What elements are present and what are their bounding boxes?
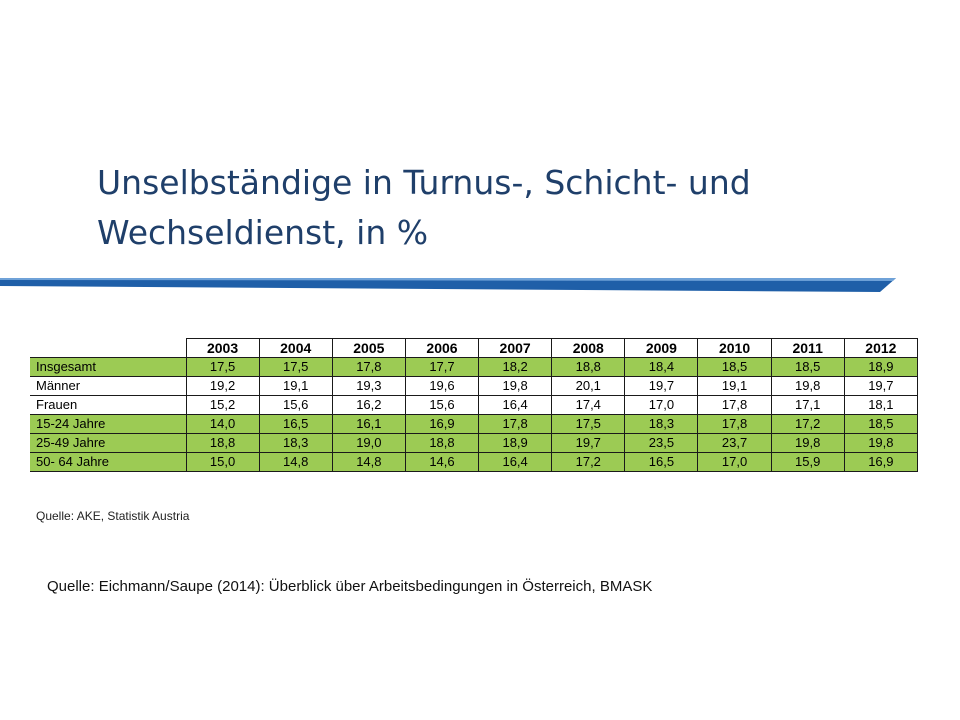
table-cell: 16,5	[624, 452, 699, 472]
table-cell: 19,7	[843, 376, 919, 396]
table-cell: 15,6	[404, 395, 480, 415]
table-cell: 18,8	[185, 433, 260, 453]
row-label: 50- 64 Jahre	[30, 452, 187, 472]
table-cell: 19,8	[478, 376, 553, 396]
table-source-note: Quelle: AKE, Statistik Austria	[36, 509, 190, 523]
table-cell: 17,4	[551, 395, 626, 415]
table-cell: 15,6	[258, 395, 333, 415]
table-cell: 18,4	[624, 357, 699, 377]
table-header-row: 2003 2004 2005 2006 2007 2008 2009 2010 …	[30, 338, 919, 358]
column-header: 2008	[551, 338, 626, 358]
row-label: 15-24 Jahre	[30, 414, 187, 434]
table-cell: 18,8	[551, 357, 626, 377]
table-cell: 18,3	[624, 414, 699, 434]
table-cell: 16,9	[404, 414, 480, 434]
table-cell: 17,2	[770, 414, 845, 434]
table-cell: 17,7	[404, 357, 480, 377]
table-cell: 19,7	[624, 376, 699, 396]
table-cell: 14,8	[258, 452, 333, 472]
table-cell: 18,9	[843, 357, 919, 377]
table-cell: 19,8	[843, 433, 919, 453]
table-cell: 19,8	[770, 376, 845, 396]
table-cell: 14,6	[404, 452, 480, 472]
table-cell: 19,6	[404, 376, 480, 396]
table-cell: 14,0	[185, 414, 260, 434]
row-label: 25-49 Jahre	[30, 433, 187, 453]
table-cell: 19,1	[697, 376, 772, 396]
table-cell: 17,0	[624, 395, 699, 415]
data-table: 2003 2004 2005 2006 2007 2008 2009 2010 …	[30, 338, 919, 472]
table-cell: 17,5	[185, 357, 260, 377]
table-cell: 19,2	[185, 376, 260, 396]
table-cell: 16,9	[843, 452, 919, 472]
table-cell: 17,1	[770, 395, 845, 415]
table-cell: 17,5	[551, 414, 626, 434]
slide-title-line-1: Unselbständige in Turnus-, Schicht- und	[97, 163, 751, 202]
table-cell: 19,7	[551, 433, 626, 453]
table-cell: 18,5	[843, 414, 919, 434]
table-cell: 17,2	[551, 452, 626, 472]
table-row: Insgesamt 17,5 17,5 17,8 17,7 18,2 18,8 18,4 18,…	[30, 357, 919, 377]
table-cell: 18,5	[770, 357, 845, 377]
table-cell: 17,8	[697, 395, 772, 415]
table-cell: 16,4	[478, 395, 553, 415]
table-cell: 18,8	[404, 433, 480, 453]
table-cell: 18,3	[258, 433, 333, 453]
table-cell: 16,2	[331, 395, 406, 415]
column-header: 2003	[185, 338, 260, 358]
data-table-image: 2003 2004 2005 2006 2007 2008 2009 2010 …	[30, 338, 930, 528]
table-cell: 14,8	[331, 452, 406, 472]
column-header: 2004	[258, 338, 333, 358]
table-cell: 19,3	[331, 376, 406, 396]
table-cell: 19,1	[258, 376, 333, 396]
table-body: Insgesamt 17,5 17,5 17,8 17,7 18,2 18,8 18,4 18,…	[30, 357, 919, 472]
table-cell: 15,2	[185, 395, 260, 415]
table-cell: 17,8	[331, 357, 406, 377]
table-cell: 23,5	[624, 433, 699, 453]
slide-title: Unselbständige in Turnus-, Schicht- und …	[97, 158, 857, 258]
table-cell: 16,1	[331, 414, 406, 434]
row-label: Männer	[30, 376, 187, 396]
table-cell: 18,2	[478, 357, 553, 377]
table-cell: 16,5	[258, 414, 333, 434]
row-label: Frauen	[30, 395, 187, 415]
table-cell: 16,4	[478, 452, 553, 472]
column-header: 2005	[331, 338, 406, 358]
table-cell: 19,0	[331, 433, 406, 453]
table-row: 15-24 Jahre 14,0 16,5 16,1 16,9 17,8 17,5 18,3 1…	[30, 414, 919, 434]
table-cell: 15,9	[770, 452, 845, 472]
table-row: Frauen 15,2 15,6 16,2 15,6 16,4 17,4 17,0 17,8 17…	[30, 395, 919, 415]
table-cell: 17,8	[697, 414, 772, 434]
table-cell: 20,1	[551, 376, 626, 396]
table-corner-cell	[30, 338, 187, 358]
table-cell: 19,8	[770, 433, 845, 453]
table-cell: 18,9	[478, 433, 553, 453]
table-cell: 23,7	[697, 433, 772, 453]
column-header: 2012	[843, 338, 919, 358]
table-cell: 17,0	[697, 452, 772, 472]
column-header: 2009	[624, 338, 699, 358]
table-cell: 18,1	[843, 395, 919, 415]
column-header: 2010	[697, 338, 772, 358]
table-cell: 17,8	[478, 414, 553, 434]
row-label: Insgesamt	[30, 357, 187, 377]
column-header: 2006	[404, 338, 480, 358]
table-cell: 15,0	[185, 452, 260, 472]
column-header: 2007	[478, 338, 553, 358]
title-accent-rule	[0, 278, 896, 292]
table-cell: 17,5	[258, 357, 333, 377]
footer-source-citation: Quelle: Eichmann/Saupe (2014): Überblick…	[47, 578, 653, 595]
table-row: 50- 64 Jahre 15,0 14,8 14,8 14,6 16,4 17,2 16,5…	[30, 452, 919, 472]
table-row: 25-49 Jahre 18,8 18,3 19,0 18,8 18,9 19,7 23,5 2…	[30, 433, 919, 453]
table-row: Männer 19,2 19,1 19,3 19,6 19,8 20,1 19,7 19,1 19…	[30, 376, 919, 396]
slide-title-line-2: Wechseldienst, in %	[97, 213, 429, 252]
column-header: 2011	[770, 338, 845, 358]
table-cell: 18,5	[697, 357, 772, 377]
